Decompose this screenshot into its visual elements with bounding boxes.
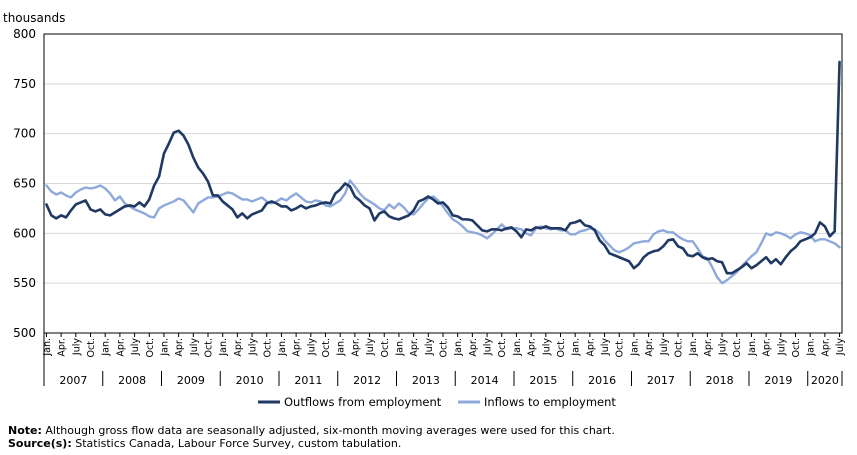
x-tick-label: July (365, 338, 376, 356)
x-tick-label: Jan. (629, 338, 640, 357)
x-tick-label: Apr. (174, 338, 185, 357)
x-tick-label: July (776, 338, 787, 356)
x-tick-label: Oct. (732, 338, 743, 357)
year-label: 2012 (353, 374, 381, 387)
y-tick-label: 650 (13, 177, 36, 191)
x-tick-label: Oct. (145, 338, 156, 357)
x-tick-label: Jan. (101, 338, 112, 357)
x-tick-label: Apr. (115, 338, 126, 357)
x-tick-label: Jan. (453, 338, 464, 357)
x-tick-label: Apr. (409, 338, 420, 357)
x-tick-label: July (718, 338, 729, 356)
x-axis: Jan. Apr. July Oct. Jan. Apr. July Oct. Jan. Apr.… (42, 333, 846, 387)
y-axis-label: thousands (3, 11, 65, 25)
plot-frame (43, 33, 843, 334)
y-tick-label: 550 (13, 276, 36, 290)
chart-source: Source(s): Statistics Canada, Labour For… (8, 437, 401, 450)
x-tick-label: Apr. (292, 338, 303, 357)
x-tick-label: Jan. (806, 338, 817, 357)
year-label: 2014 (471, 374, 499, 387)
series-lines (45, 60, 841, 285)
legend: Outflows from employment Inflows to emplo… (258, 395, 616, 409)
legend-label: Inflows to employment (484, 395, 616, 409)
x-tick-label: Oct. (380, 338, 391, 357)
year-label: 2008 (118, 374, 146, 387)
series-line-0 (45, 60, 841, 275)
y-tick-label: 500 (13, 326, 36, 340)
chart-note: Note: Although gross flow data are seaso… (8, 424, 615, 437)
x-tick-label: Oct. (791, 338, 802, 357)
year-label: 2016 (588, 374, 616, 387)
x-tick-label: July (659, 338, 670, 356)
year-label: 2020 (811, 374, 839, 387)
year-label: 2013 (412, 374, 440, 387)
x-tick-label: Oct. (497, 338, 508, 357)
x-tick-label: Apr. (350, 338, 361, 357)
year-label: 2007 (59, 374, 87, 387)
x-tick-label: Oct. (439, 338, 450, 357)
x-tick-label: Jan. (688, 338, 699, 357)
x-tick-label: Apr. (57, 338, 68, 357)
x-tick-label: Oct. (262, 338, 273, 357)
x-tick-label: Apr. (527, 338, 538, 357)
x-tick-label: Oct. (673, 338, 684, 357)
note-label: Note: (8, 424, 42, 437)
x-tick-label: Oct. (321, 338, 332, 357)
y-tick-label: 700 (13, 127, 36, 141)
year-label: 2018 (706, 374, 734, 387)
x-tick-label: Jan. (336, 338, 347, 357)
series-line-1 (45, 179, 841, 285)
x-tick-label: Jan. (42, 338, 53, 357)
x-tick-label: Apr. (585, 338, 596, 357)
x-tick-label: July (248, 338, 259, 356)
x-tick-label: Jan. (218, 338, 229, 357)
y-tick-label: 800 (13, 27, 36, 41)
x-tick-label: Apr. (644, 338, 655, 357)
x-tick-label: Jan. (159, 338, 170, 357)
year-label: 2010 (236, 374, 264, 387)
x-tick-label: July (835, 338, 846, 356)
x-tick-label: July (189, 338, 200, 356)
x-tick-label: July (483, 338, 494, 356)
x-tick-label: Apr. (762, 338, 773, 357)
x-tick-label: Oct. (556, 338, 567, 357)
year-label: 2011 (294, 374, 322, 387)
year-label: 2009 (177, 374, 205, 387)
x-tick-label: Apr. (703, 338, 714, 357)
x-tick-label: Oct. (204, 338, 215, 357)
x-tick-label: July (600, 338, 611, 356)
year-label: 2017 (647, 374, 675, 387)
x-tick-label: Jan. (747, 338, 758, 357)
legend-label: Outflows from employment (284, 395, 442, 409)
y-tick-label: 600 (13, 226, 36, 240)
x-tick-label: July (541, 338, 552, 356)
note-text: Although gross flow data are seasonally … (45, 424, 615, 437)
year-label: 2019 (764, 374, 792, 387)
y-axis-ticks: 500 550 600 650 700 750 800 (13, 27, 36, 340)
x-tick-label: Oct. (86, 338, 97, 357)
x-tick-label: Jan. (394, 338, 405, 357)
year-label: 2015 (529, 374, 557, 387)
x-tick-label: July (306, 338, 317, 356)
x-tick-label: Jan. (571, 338, 582, 357)
gridlines (44, 33, 842, 334)
x-tick-label: Apr. (233, 338, 244, 357)
x-tick-label: Apr. (820, 338, 831, 357)
x-tick-label: Jan. (512, 338, 523, 357)
x-tick-label: July (71, 338, 82, 356)
source-label: Source(s): (8, 437, 72, 450)
source-text: Statistics Canada, Labour Force Survey, … (75, 437, 402, 450)
x-tick-label: July (424, 338, 435, 356)
x-tick-label: Apr. (468, 338, 479, 357)
x-tick-label: Oct. (615, 338, 626, 357)
x-tick-label: Jan. (277, 338, 288, 357)
x-tick-label: July (130, 338, 141, 356)
y-tick-label: 750 (13, 77, 36, 91)
